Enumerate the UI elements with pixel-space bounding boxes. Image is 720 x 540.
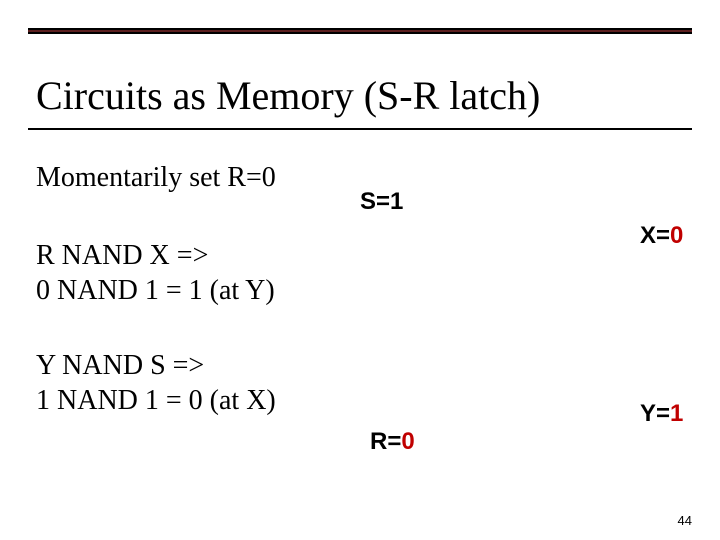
- signal-x: X=0: [640, 222, 683, 250]
- body-line-2: 0 NAND 1 = 1 (at Y): [36, 275, 275, 307]
- slide-title: Circuits as Memory (S-R latch): [36, 72, 540, 119]
- signal-s: S=1: [360, 188, 403, 216]
- title-underline: [28, 128, 692, 130]
- subtitle: Momentarily set R=0: [36, 162, 276, 194]
- signal-s-prefix: S=: [360, 188, 390, 215]
- body-line-1: R NAND X =>: [36, 240, 208, 272]
- body-line-3: Y NAND S =>: [36, 350, 204, 382]
- signal-x-value: 0: [670, 222, 683, 249]
- signal-y: Y=1: [640, 400, 683, 428]
- signal-s-value: 1: [390, 188, 403, 215]
- signal-r-value: 0: [401, 428, 414, 455]
- signal-y-value: 1: [670, 400, 683, 427]
- signal-r-prefix: R=: [370, 428, 401, 455]
- signal-y-prefix: Y=: [640, 400, 670, 427]
- body-line-4: 1 NAND 1 = 0 (at X): [36, 385, 276, 417]
- signal-x-prefix: X=: [640, 222, 670, 249]
- page-number: 44: [678, 513, 692, 528]
- decorative-top-band: [28, 28, 692, 34]
- signal-r: R=0: [370, 428, 415, 456]
